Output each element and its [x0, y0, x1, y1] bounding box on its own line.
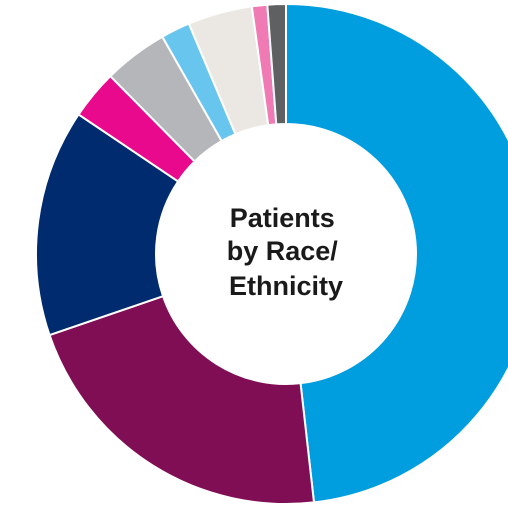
donut-slice-9 — [266, 2, 287, 126]
center-label: Patients by Race/ Ethnicity — [227, 203, 346, 301]
donut-slice-1 — [285, 2, 508, 504]
center-label-line-3: Ethnicity — [229, 271, 343, 301]
center-label-line-2: by Race/ — [227, 236, 339, 266]
donut-slices — [35, 2, 508, 505]
center-label-line-1: Patients — [230, 203, 335, 233]
donut-slice-2 — [48, 294, 316, 505]
donut-slice-3 — [35, 113, 180, 337]
